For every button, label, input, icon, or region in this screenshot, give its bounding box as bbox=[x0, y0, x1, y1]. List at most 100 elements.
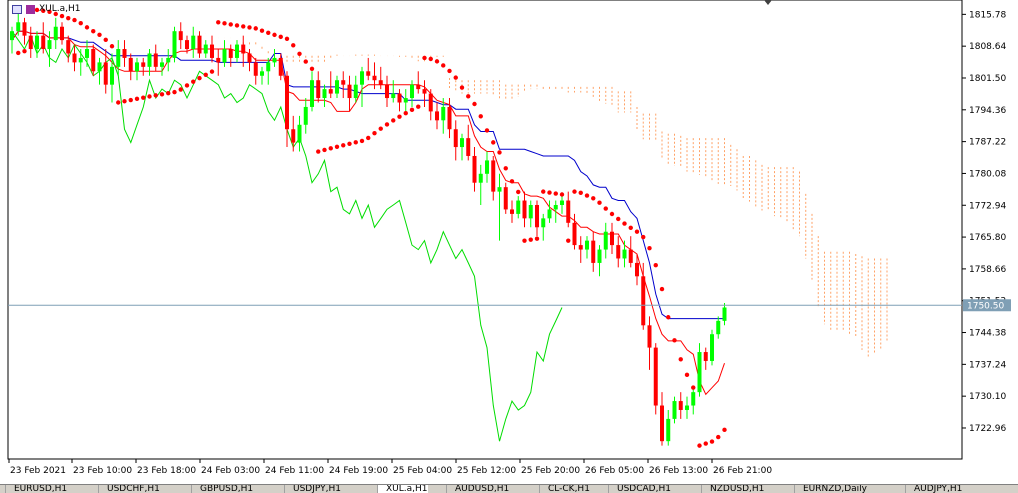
candle-body bbox=[316, 80, 321, 99]
candle-body bbox=[422, 89, 427, 94]
candle-body bbox=[522, 200, 527, 219]
candle-body bbox=[78, 57, 83, 63]
candle-body bbox=[391, 93, 396, 99]
candle-body bbox=[385, 84, 389, 99]
candle-body bbox=[666, 418, 671, 442]
sar-dot bbox=[203, 72, 208, 77]
sar-dot bbox=[666, 315, 671, 320]
candle-body bbox=[597, 249, 602, 263]
sar-dot bbox=[184, 83, 190, 88]
y-tick-label: 1780.08 bbox=[969, 169, 1006, 179]
sar-dot bbox=[722, 427, 727, 433]
candle-body bbox=[572, 222, 577, 246]
sar-dot bbox=[591, 196, 596, 201]
y-tick-label: 1730.10 bbox=[969, 392, 1006, 402]
sar-dot bbox=[522, 238, 527, 243]
sar-dot bbox=[247, 25, 252, 30]
candle-body bbox=[535, 204, 539, 228]
sar-dot bbox=[547, 190, 552, 195]
sar-dot bbox=[72, 17, 77, 23]
sar-dot bbox=[334, 144, 340, 149]
candle-body bbox=[566, 200, 571, 223]
sar-dot bbox=[653, 262, 658, 268]
candle-body bbox=[653, 347, 658, 406]
sar-dot bbox=[441, 63, 446, 68]
candle-body bbox=[516, 200, 521, 214]
tab-gbpusd-h1[interactable]: GBPUSD,H1 bbox=[191, 485, 253, 493]
sar-dot bbox=[309, 66, 315, 71]
candle-body bbox=[16, 22, 21, 32]
candle-body bbox=[678, 401, 683, 410]
sar-dot bbox=[178, 87, 183, 92]
sar-dot bbox=[641, 234, 646, 240]
y-tick-label: 1787.22 bbox=[969, 138, 1006, 148]
tab-audjpy-h1[interactable]: AUDJPY,H1 bbox=[905, 485, 962, 493]
sar-dot bbox=[47, 9, 52, 14]
y-tick-label: 1772.94 bbox=[969, 201, 1006, 211]
sar-dot bbox=[584, 193, 590, 198]
candle-body bbox=[128, 57, 133, 72]
sar-dot bbox=[716, 434, 721, 440]
candle-body bbox=[578, 245, 583, 250]
candle-body bbox=[172, 31, 177, 58]
sar-dot bbox=[553, 191, 558, 196]
candle-body bbox=[410, 84, 414, 99]
sar-dot bbox=[209, 69, 215, 74]
chart-window-icon[interactable] bbox=[12, 4, 22, 14]
sar-dot bbox=[197, 75, 202, 81]
tab-usdjpy-h1[interactable]: USDJPY,H1 bbox=[284, 485, 341, 493]
tab-eurusd-h1[interactable]: EURUSD,H1 bbox=[5, 485, 67, 493]
sar-dot bbox=[672, 338, 677, 343]
candle-body bbox=[722, 307, 727, 321]
sar-dot bbox=[366, 135, 371, 141]
sar-dot bbox=[578, 190, 583, 195]
x-tick-label: 25 Feb 20:00 bbox=[521, 466, 580, 476]
sar-dot bbox=[497, 150, 502, 155]
candle-body bbox=[528, 204, 533, 219]
tab-nzdusd-h1[interactable]: NZDUSD,H1 bbox=[701, 485, 764, 493]
candle-body bbox=[397, 93, 402, 103]
tab-cl-ck-h1[interactable]: CL-CK,H1 bbox=[539, 485, 590, 493]
sar-dot bbox=[478, 114, 483, 119]
sar-dot bbox=[241, 24, 246, 29]
candle-body bbox=[685, 405, 689, 410]
candle-body bbox=[91, 49, 96, 72]
sar-dot bbox=[403, 110, 408, 116]
candle-body bbox=[710, 334, 714, 361]
y-tick-label: 1744.38 bbox=[969, 329, 1006, 339]
candle-body bbox=[247, 53, 252, 63]
candle-body bbox=[603, 231, 608, 250]
candle-body bbox=[97, 62, 102, 72]
sar-dot bbox=[372, 130, 377, 136]
tab-audusd-h1[interactable]: AUDUSD,H1 bbox=[446, 485, 509, 493]
candle-body bbox=[428, 93, 433, 112]
tab-usdchf-h1[interactable]: USDCHF,H1 bbox=[98, 485, 160, 493]
candle-body bbox=[203, 44, 208, 54]
sar-dot bbox=[78, 20, 83, 26]
y-tick-label: 1722.96 bbox=[969, 424, 1006, 434]
sar-dot bbox=[272, 32, 277, 38]
sar-dot bbox=[447, 68, 452, 74]
candle-body bbox=[253, 62, 258, 76]
candle-body bbox=[353, 84, 358, 99]
candle-body bbox=[478, 173, 483, 183]
sar-dot bbox=[109, 44, 115, 49]
candle-body bbox=[466, 138, 471, 156]
tab-eurnzd-daily[interactable]: EURNZD,Daily bbox=[794, 485, 867, 493]
x-tick-label: 26 Feb 13:00 bbox=[649, 466, 708, 476]
candle-body bbox=[85, 49, 89, 58]
x-tick-label: 23 Feb 10:00 bbox=[73, 466, 132, 476]
sar-dot bbox=[559, 192, 565, 197]
candle-body bbox=[347, 84, 352, 99]
sar-dot bbox=[341, 143, 346, 148]
candle-body bbox=[141, 62, 146, 67]
candle-body bbox=[378, 80, 383, 85]
candle-body bbox=[110, 66, 114, 85]
tab-xul-a-h1[interactable]: XUL.a,H1 bbox=[377, 485, 428, 493]
sar-dot bbox=[259, 28, 265, 33]
y-tick-label: 1801.50 bbox=[969, 74, 1006, 84]
candle-body bbox=[241, 44, 246, 54]
tab-usdcad-h1[interactable]: USDCAD,H1 bbox=[608, 485, 671, 493]
